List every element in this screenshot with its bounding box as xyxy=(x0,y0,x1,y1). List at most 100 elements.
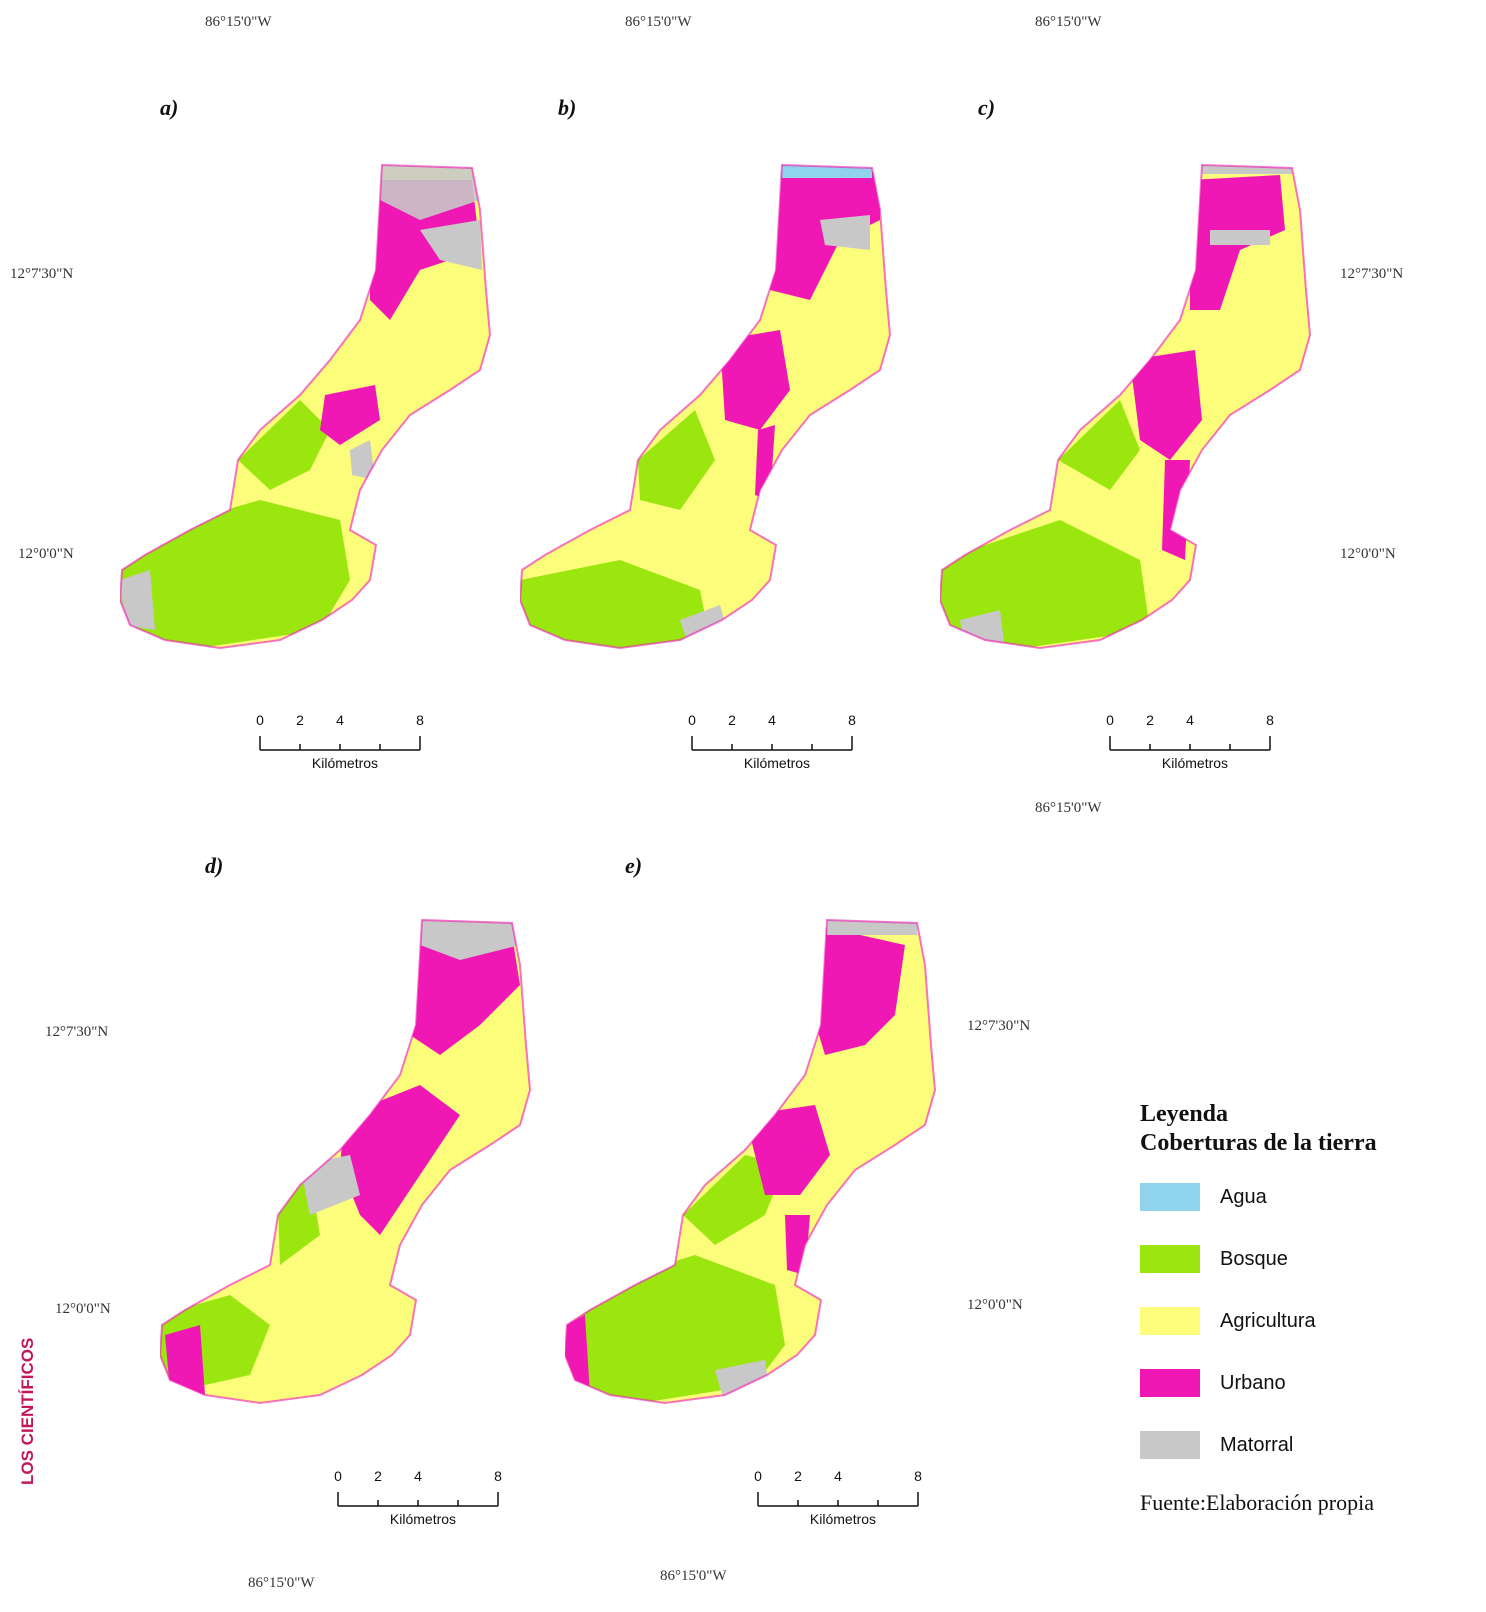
scale-bar-b: 0 2 4 8 Kilómetros xyxy=(682,712,872,772)
scale-tick-label: 4 xyxy=(336,712,344,728)
scale-line xyxy=(337,1492,499,1507)
panel-a-lon-top: 86°15'0"W xyxy=(205,14,272,30)
scale-line xyxy=(259,736,421,751)
map-d-matorral-north xyxy=(410,920,520,960)
scale-bar-d: 0 2 4 8 Kilómetros xyxy=(328,1468,518,1528)
panel-d-lat-upper: 12°7'30"N xyxy=(45,1024,109,1040)
scale-line xyxy=(691,736,853,751)
scale-tick-label: 2 xyxy=(728,712,736,728)
panel-d-label: d) xyxy=(205,853,224,878)
scale-tick-label: 2 xyxy=(374,1468,382,1484)
scale-tick-label: 0 xyxy=(256,712,264,728)
legend-subtitle: Coberturas de la tierra xyxy=(1140,1130,1377,1156)
map-b-bosque-mid xyxy=(638,410,715,510)
legend-label-matorral: Matorral xyxy=(1220,1433,1294,1456)
map-e-bosque-mid xyxy=(683,1155,785,1245)
legend-source: Fuente:Elaboración propia xyxy=(1140,1490,1374,1515)
legend-label-agua: Agua xyxy=(1220,1185,1267,1208)
map-a-matorral-sw xyxy=(120,570,155,630)
map-panel-c xyxy=(940,164,1311,649)
panel-a-lat-lower: 12°0'0"N xyxy=(18,546,74,562)
panel-c-lon-bottom: 86°15'0"W xyxy=(1035,800,1102,816)
map-e-matorral-north xyxy=(827,920,917,935)
scale-tick-label: 4 xyxy=(768,712,776,728)
map-e-urbano-south xyxy=(785,1215,810,1275)
panel-b-lon-top: 86°15'0"W xyxy=(625,14,692,30)
legend-item-agua: Agua xyxy=(1140,1166,1470,1228)
legend-item-urbano: Urbano xyxy=(1140,1352,1470,1414)
panel-c-label: c) xyxy=(978,95,996,120)
map-b-urbano-mid xyxy=(720,330,790,430)
legend-swatch-bosque xyxy=(1140,1245,1200,1273)
scale-tick-label: 0 xyxy=(688,712,696,728)
panel-d-lon-bottom: 86°15'0"W xyxy=(248,1575,315,1591)
map-b-urbano-north xyxy=(760,170,880,300)
map-panel-b xyxy=(520,164,891,649)
scale-line xyxy=(1109,736,1271,751)
legend-label-urbano: Urbano xyxy=(1220,1371,1286,1394)
map-a-urbano-mid xyxy=(320,385,380,445)
legend-title: Leyenda xyxy=(1140,1101,1229,1127)
map-d-urbano-mid xyxy=(340,1085,460,1235)
legend-label-bosque: Bosque xyxy=(1220,1247,1288,1270)
scale-tick-label: 0 xyxy=(334,1468,342,1484)
scale-tick-label: 4 xyxy=(414,1468,422,1484)
map-panel-e xyxy=(565,919,936,1404)
side-text: LOS CIENTÍFICOS xyxy=(18,1337,37,1485)
scale-tick-label: 0 xyxy=(754,1468,762,1484)
legend-swatch-agricultura xyxy=(1140,1307,1200,1335)
panel-d-lat-lower: 12°0'0"N xyxy=(55,1301,111,1317)
scale-unit-label: Kilómetros xyxy=(311,755,379,771)
scale-unit-label: Kilómetros xyxy=(809,1511,877,1527)
scale-line xyxy=(757,1492,919,1507)
panel-e-lon-bottom: 86°15'0"W xyxy=(660,1568,727,1584)
legend-item-agricultura: Agricultura xyxy=(1140,1290,1470,1352)
panel-e-lat-lower: 12°0'0"N xyxy=(967,1297,1023,1313)
legend-swatch-agua xyxy=(1140,1183,1200,1211)
scale-tick-label: 8 xyxy=(914,1468,922,1484)
panel-e-label: e) xyxy=(625,853,643,878)
map-c-matorral-ne xyxy=(1210,230,1270,245)
map-a-matorral-north xyxy=(370,165,480,220)
scale-tick-label: 8 xyxy=(416,712,424,728)
panel-c-lon-top: 86°15'0"W xyxy=(1035,14,1102,30)
scale-tick-label: 2 xyxy=(1146,712,1154,728)
map-c-urbano-mid xyxy=(1130,350,1202,460)
map-panel-a xyxy=(120,164,491,649)
map-d-urbano-sw xyxy=(165,1325,205,1395)
scale-tick-label: 2 xyxy=(794,1468,802,1484)
map-a-bosque-south xyxy=(120,500,350,648)
map-b-agua xyxy=(782,165,872,178)
panel-a-label: a) xyxy=(160,95,179,120)
map-d-urbano-north xyxy=(410,935,520,1055)
scale-unit-label: Kilómetros xyxy=(743,755,811,771)
scale-unit-label: Kilómetros xyxy=(1161,755,1229,771)
legend-item-matorral: Matorral xyxy=(1140,1414,1470,1476)
legend-swatch-urbano xyxy=(1140,1369,1200,1397)
map-e-bosque-south xyxy=(565,1255,785,1403)
panel-b-label: b) xyxy=(558,95,577,120)
map-b-matorral-ne xyxy=(820,215,870,250)
scale-bar-a: 0 2 4 8 Kilómetros xyxy=(250,712,440,772)
scale-tick-label: 4 xyxy=(1186,712,1194,728)
scale-bar-c: 0 2 4 8 Kilómetros xyxy=(1100,712,1290,772)
map-b-urbano-south xyxy=(755,425,775,500)
scale-tick-label: 2 xyxy=(296,712,304,728)
legend-swatch-matorral xyxy=(1140,1431,1200,1459)
scale-tick-label: 4 xyxy=(834,1468,842,1484)
scale-unit-label: Kilómetros xyxy=(389,1511,457,1527)
map-e-urbano-north xyxy=(810,925,905,1055)
map-a-bosque-mid xyxy=(238,400,330,490)
legend-label-agricultura: Agricultura xyxy=(1220,1309,1316,1332)
scale-tick-label: 8 xyxy=(1266,712,1274,728)
map-a-urbano-north xyxy=(370,180,480,320)
map-a-matorral-mid xyxy=(350,440,375,480)
map-c-bosque-mid xyxy=(1058,400,1140,490)
scale-tick-label: 0 xyxy=(1106,712,1114,728)
scale-tick-label: 8 xyxy=(848,712,856,728)
scale-bar-e: 0 2 4 8 Kilómetros xyxy=(748,1468,938,1528)
panel-c-lat-lower: 12°0'0"N xyxy=(1340,546,1396,562)
map-a-matorral-ne xyxy=(420,220,482,270)
map-e-urbano-mid xyxy=(745,1105,830,1195)
scale-tick-label: 8 xyxy=(494,1468,502,1484)
